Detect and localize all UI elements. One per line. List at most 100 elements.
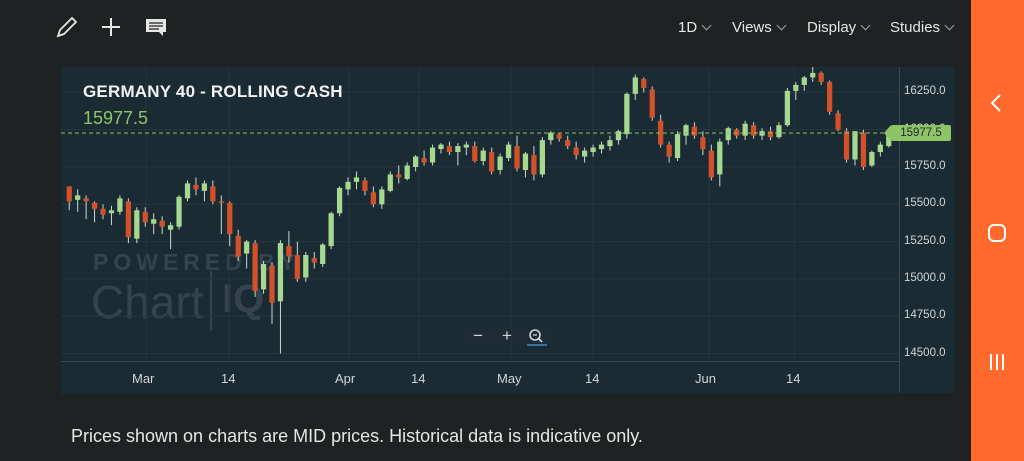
candle-body	[353, 177, 360, 182]
zoom-out-button[interactable]: −	[473, 326, 483, 345]
candle-body	[776, 125, 782, 138]
back-icon[interactable]	[984, 90, 1010, 116]
candle-body	[260, 263, 267, 290]
candle-body	[91, 202, 98, 209]
candle-body	[717, 141, 723, 175]
candle-body	[531, 155, 537, 175]
candle-body	[75, 195, 81, 200]
zoom-in-button[interactable]: +	[502, 326, 512, 345]
chevron-down-icon	[860, 20, 871, 31]
candle-body	[505, 144, 512, 159]
candle-body	[66, 186, 72, 202]
candle-body	[818, 72, 824, 82]
x-tick-label: 14	[221, 371, 236, 386]
chart-toolbar: 1D Views Display Studies	[44, 0, 971, 56]
candle-body	[362, 180, 368, 191]
studies-menu[interactable]: Studies	[890, 19, 955, 36]
recent-apps-icon[interactable]	[984, 349, 1010, 375]
candle-body	[151, 219, 157, 224]
candle-body	[244, 241, 250, 254]
candle-body	[294, 255, 300, 279]
candle-body	[573, 147, 579, 156]
candle-body	[134, 210, 140, 239]
candle-body	[472, 146, 478, 162]
candle-body	[514, 146, 520, 169]
candle-body	[860, 132, 867, 167]
y-tick-label: 15500.0	[904, 197, 946, 210]
candle-body	[184, 183, 191, 199]
candle-body	[345, 181, 351, 190]
candle-body	[286, 246, 292, 257]
candle-body	[413, 156, 419, 167]
candle-body	[125, 201, 131, 238]
x-tick-label: 14	[786, 371, 801, 386]
time-axis[interactable]: Mar 14 Apr 14 May 14 Jun 14	[61, 361, 899, 394]
candle-body	[615, 131, 622, 141]
home-icon[interactable]	[984, 220, 1010, 246]
candle-body	[877, 144, 883, 153]
candle-body	[700, 137, 706, 150]
candle-body	[201, 183, 208, 191]
candle-body	[455, 146, 461, 153]
x-tick-label: 14	[411, 371, 426, 386]
candle-body	[370, 192, 377, 205]
price-axis[interactable]: 16250.016000.015750.015500.015250.015000…	[899, 67, 955, 393]
candle-body	[581, 150, 588, 157]
candle-body	[522, 153, 529, 170]
chart-plot[interactable]: POWERED BY Chart IQ GERMANY 40 - ROLLING…	[61, 67, 899, 361]
candle-body	[497, 156, 503, 170]
candle-body	[843, 131, 850, 160]
candle-body	[810, 72, 816, 78]
x-tick-label: Apr	[335, 371, 356, 386]
pencil-icon[interactable]	[54, 14, 80, 40]
candle-body	[793, 84, 799, 91]
candle-body	[869, 152, 875, 166]
y-tick-label: 15000.0	[904, 271, 946, 284]
candle-body	[167, 225, 174, 230]
x-tick-label: Mar	[132, 371, 155, 386]
candle-body	[590, 147, 596, 153]
candle-body	[674, 134, 681, 159]
candle-body	[83, 198, 89, 202]
interval-menu[interactable]: 1D	[678, 19, 712, 36]
candle-body	[666, 144, 672, 157]
chevron-down-icon	[944, 20, 955, 31]
x-tick-label: Jun	[695, 371, 716, 386]
y-tick-label: 15750.0	[904, 159, 946, 172]
candle-body	[227, 202, 233, 235]
candle-body	[379, 189, 385, 205]
android-nav-bar	[971, 0, 1024, 461]
candle-body	[624, 93, 630, 135]
candle-body	[641, 78, 647, 88]
candle-body	[328, 213, 334, 247]
candle-body	[548, 132, 554, 141]
candle-body	[210, 186, 216, 202]
candle-body	[556, 134, 562, 139]
plus-icon[interactable]	[98, 14, 124, 40]
comment-icon[interactable]	[143, 14, 169, 40]
candle-body	[852, 131, 858, 160]
views-menu[interactable]: Views	[732, 19, 787, 36]
zoom-reset-icon[interactable]	[525, 326, 547, 346]
candle-body	[438, 144, 444, 150]
y-tick-label: 14500.0	[904, 346, 946, 359]
studies-menu-label: Studies	[890, 19, 941, 36]
watermark-chart: Chart	[91, 276, 204, 328]
candle-body	[429, 147, 436, 163]
candle-body	[632, 77, 638, 94]
current-price: 15977.5	[83, 108, 149, 128]
candle-body	[607, 140, 613, 147]
candle-body	[142, 211, 148, 223]
candle-body	[252, 243, 258, 291]
candlestick-chart[interactable]	[61, 67, 899, 361]
app-screen: 1D Views Display Studies POWERED BY Char…	[0, 0, 971, 461]
candle-body	[446, 146, 453, 153]
display-menu[interactable]: Display	[807, 19, 871, 36]
candle-body	[320, 244, 326, 264]
chart-area[interactable]: POWERED BY Chart IQ GERMANY 40 - ROLLING…	[61, 67, 955, 394]
zoom-controls: − +	[465, 326, 551, 346]
candle-body	[176, 196, 182, 227]
candle-body	[463, 144, 469, 148]
candle-body	[649, 89, 655, 118]
candle-body	[801, 77, 807, 85]
